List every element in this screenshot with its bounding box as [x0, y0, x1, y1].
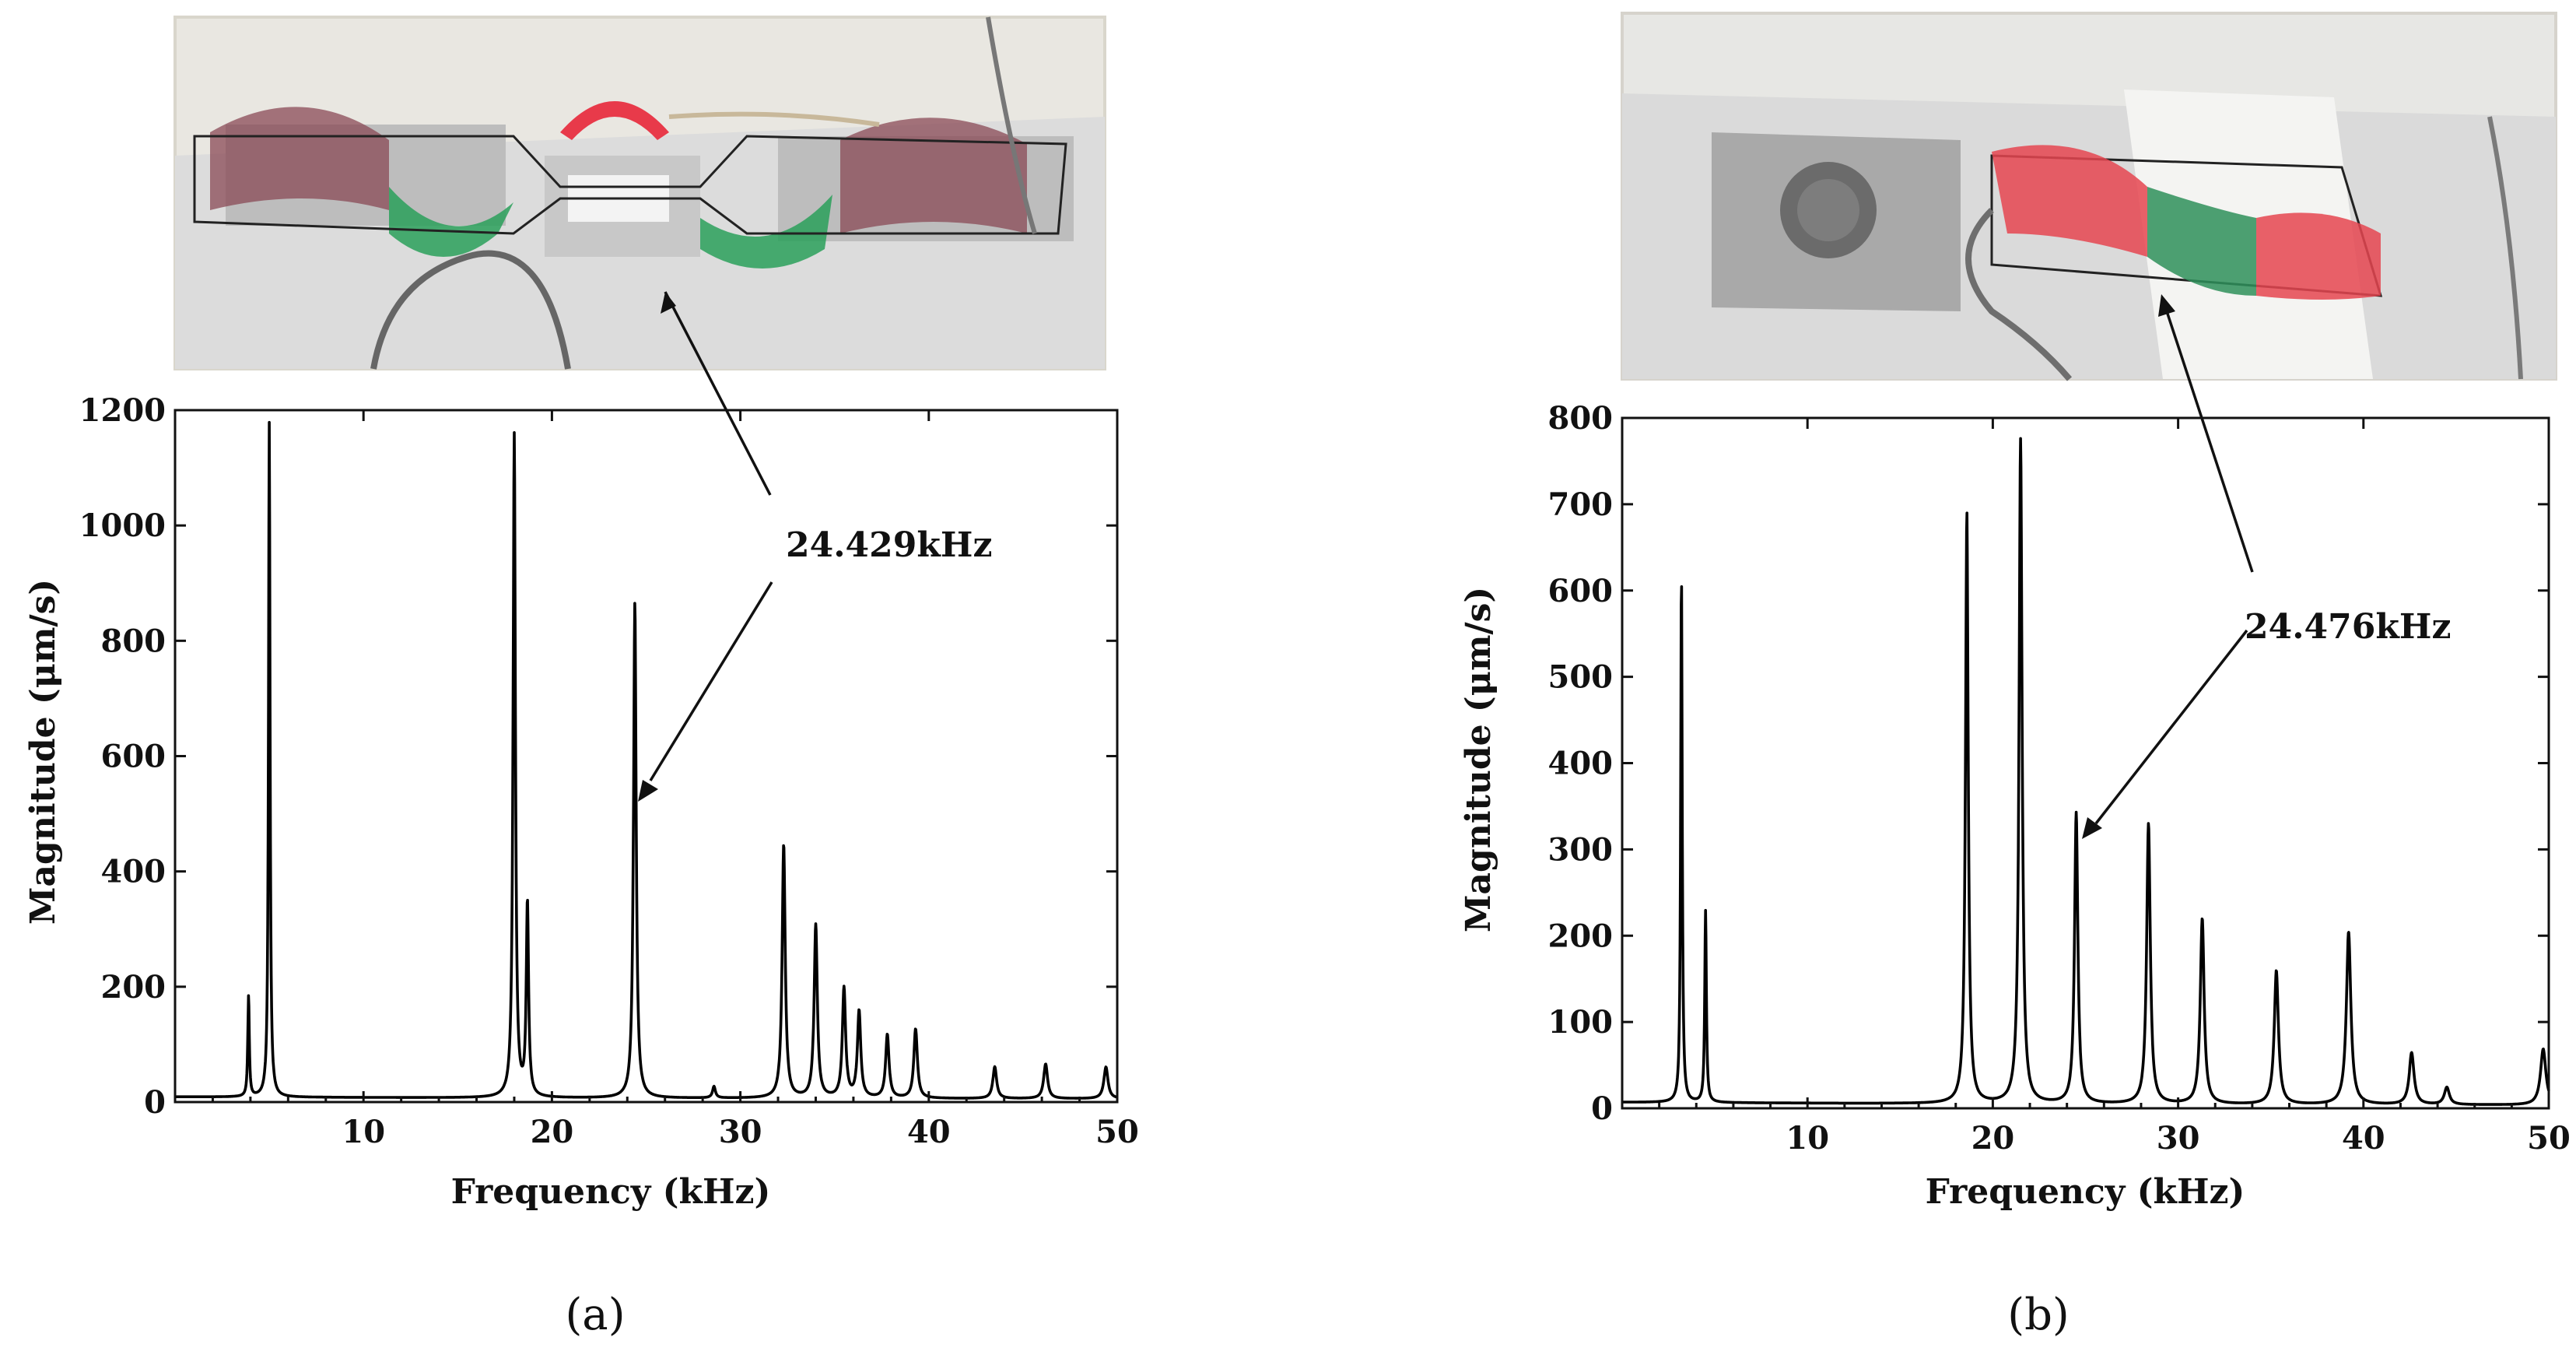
chart-b-x-tick-label: 30: [2157, 1120, 2200, 1157]
chart-b-spectrum-line: [1621, 437, 2550, 1106]
chart-a-x-tick-label: 40: [907, 1114, 951, 1150]
chart-b-frame: [1621, 416, 2550, 1110]
chart-a-x-tick-label: 20: [531, 1114, 574, 1150]
panel-caption-b: (b): [2007, 1290, 2070, 1340]
chart-a-x-tick-label: 10: [342, 1114, 385, 1150]
chart-a-annotation: 24.429kHz: [786, 525, 992, 565]
chart-a-y-tick-label: 1000: [79, 507, 166, 544]
chart-b-y-tick-label: 800: [1548, 400, 1614, 437]
photo-pointer-arrowhead-a: [661, 292, 676, 314]
chart-b-x-tick-label: 40: [2342, 1120, 2385, 1157]
modal-photo-a: [173, 16, 1106, 370]
chart-b-y-tick-label: 200: [1548, 918, 1614, 954]
chart-b-y-tick-label: 500: [1548, 659, 1614, 696]
chart-b-x-tick-label: 20: [1971, 1120, 2015, 1157]
chart-a-y-tick-label: 600: [101, 739, 166, 775]
chart-b-y-tick-label: 700: [1548, 486, 1614, 523]
chart-a-x-tick-label: 50: [1095, 1114, 1139, 1150]
chart-a-y-tick-label: 400: [101, 854, 166, 890]
chart-a-annotation-arrow: [649, 581, 773, 781]
chart-b-y-tick-label: 600: [1548, 573, 1614, 609]
chart-b-y-tick-label: 400: [1548, 746, 1614, 782]
chart-a-frame: [173, 409, 1119, 1104]
chart-b-y-tick-label: 300: [1548, 831, 1614, 868]
chart-a-y-tick-label: 1200: [79, 392, 166, 429]
photo-pointer-arrow-a: [664, 291, 772, 496]
chart-b-annotation-arrowhead: [2082, 817, 2102, 839]
photo-pointer-arrow-b: [2165, 311, 2254, 573]
chart-a-y-tick-label: 0: [144, 1084, 166, 1121]
chart-b-y-axis-title: Magnitude (μm/s): [1459, 587, 1498, 932]
chart-b-annotation: 24.476kHz: [2245, 607, 2451, 647]
chart-b-annotation-arrow: [2094, 629, 2248, 825]
modal-photo-b: [1621, 12, 2557, 381]
chart-b-x-tick-label: 50: [2527, 1120, 2571, 1157]
chart-a-y-axis-title: Magnitude (μm/s): [23, 579, 63, 925]
chart-b-y-tick-label: 0: [1591, 1090, 1613, 1127]
photo-pointer-arrowhead-b: [2158, 294, 2175, 317]
chart-b-x-tick-label: 10: [1786, 1120, 1829, 1157]
chart-a-x-axis-title: Frequency (kHz): [451, 1172, 771, 1212]
chart-a-x-tick-label: 30: [719, 1114, 762, 1150]
chart-a-spectrum-line: [173, 420, 1119, 1100]
chart-a-y-tick-label: 800: [101, 623, 166, 659]
chart-a-y-tick-label: 200: [101, 969, 166, 1006]
chart-a-annotation-arrowhead: [638, 780, 658, 802]
chart-a-marks: 10 20 30 40 50 0 200 400 600 800 1000 1200: [79, 392, 1139, 1150]
chart-b-y-tick-label: 100: [1548, 1004, 1614, 1041]
chart-a: 10 20 30 40 50 0 200 400 600 800 1000 1200 Frequenc…: [23, 291, 1139, 1340]
panel-caption-a: (a): [565, 1290, 625, 1340]
chart-b-x-axis-title: Frequency (kHz): [1926, 1172, 2245, 1212]
